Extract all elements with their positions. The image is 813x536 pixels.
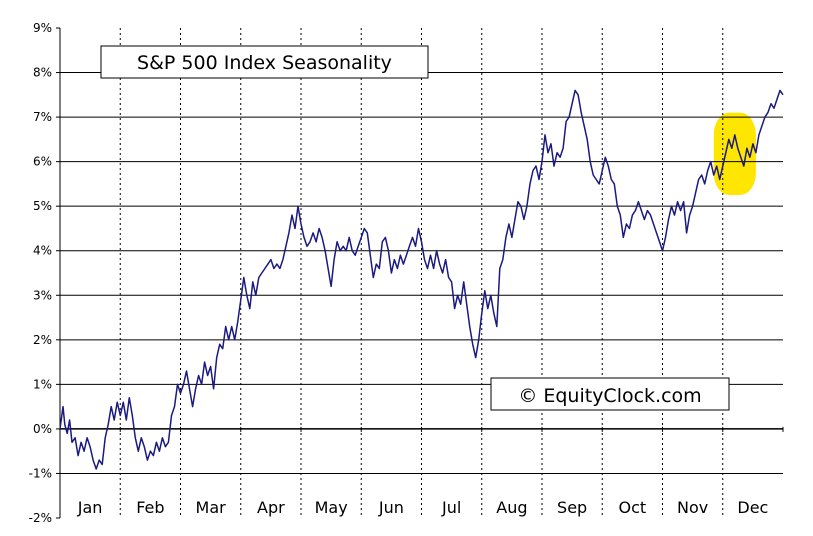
x-tick-label: Mar [196,498,227,517]
x-tick-label: Dec [737,498,768,517]
y-tick-label: -2% [29,511,52,525]
y-tick-label: 5% [33,199,52,213]
x-tick-label: Apr [257,498,285,517]
y-tick-labels: -2% -1% 0% 1% 2% 3% 4% 5% 6% 7% 8% 9% [29,21,52,525]
x-tick-label: Jul [441,498,461,517]
series-line [59,89,784,470]
watermark-text: © EquityClock.com [518,385,701,407]
x-tick-label: Jan [77,498,103,517]
x-tick-label: Jun [378,498,404,517]
axis-layer [56,27,784,519]
y-tick-label: 2% [33,333,52,347]
y-tick-label: 1% [33,377,52,391]
x-tick-label: May [315,498,348,517]
chart-title: S&P 500 Index Seasonality [137,52,392,74]
series-layer [59,89,784,470]
highlight-layer [713,112,756,196]
title-box: S&P 500 Index Seasonality [100,45,429,79]
watermark-box: © EquityClock.com [490,377,730,411]
y-tick-label: 4% [33,244,52,258]
y-tick-label: -1% [29,466,52,480]
y-tick-label: 9% [33,21,52,35]
x-tick-label: Feb [136,498,164,517]
y-tick-label: 0% [33,422,52,436]
x-tick-label: Nov [677,498,708,517]
y-tick-label: 3% [33,288,52,302]
x-tick-labels: Jan Feb Mar Apr May Jun Jul Aug Sep Oct Nov Dec [77,498,769,517]
y-tick-label: 7% [33,110,52,124]
grid-layer [60,28,783,518]
y-tick-label: 6% [33,155,52,169]
x-tick-label: Aug [496,498,527,517]
x-tick-label: Oct [619,498,647,517]
y-tick-label: 8% [33,66,52,80]
highlight-marker [713,112,756,196]
x-tick-label: Sep [557,498,587,517]
